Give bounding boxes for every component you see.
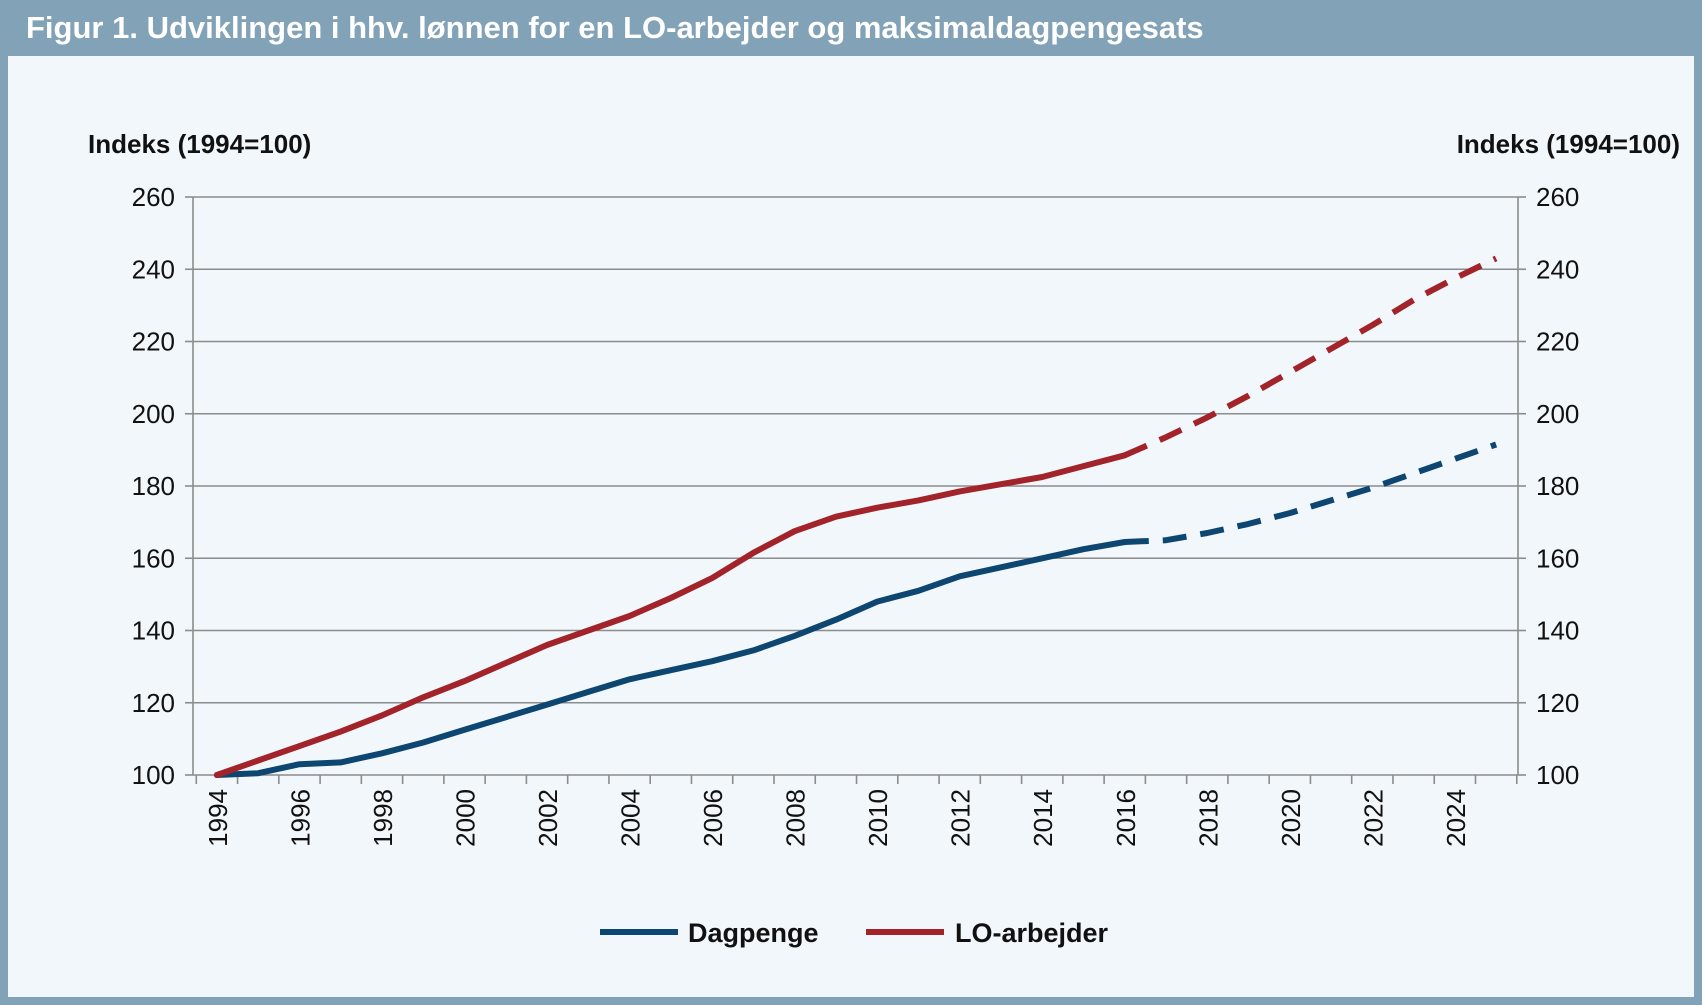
y-tick-label-right: 260	[1536, 182, 1579, 212]
x-tick-label: 1994	[203, 789, 233, 847]
y-tick-label-right: 140	[1536, 616, 1579, 646]
y-tick-label-right: 200	[1536, 399, 1579, 429]
series-line-lo-arbejder-forecast	[1123, 255, 1498, 459]
y-tick-label-right: 180	[1536, 471, 1579, 501]
x-tick-label: 2010	[863, 789, 893, 847]
y-tick-label-right: 160	[1536, 543, 1579, 573]
y-tick-label-right: 240	[1536, 254, 1579, 284]
x-tick-label: 2022	[1358, 789, 1388, 847]
x-tick-label: 2018	[1193, 789, 1223, 847]
axes	[185, 196, 1526, 784]
y-tick-label-right: 220	[1536, 327, 1579, 357]
x-tick-label: 2002	[533, 789, 563, 847]
y-tick-label-left: 220	[132, 327, 175, 357]
series-lines	[213, 255, 1498, 778]
y-tick-label-left: 160	[132, 543, 175, 573]
series-line-dagpenge-actual	[213, 539, 1128, 778]
x-tick-label: 2006	[698, 789, 728, 847]
x-tick-label: 1998	[368, 789, 398, 847]
y-tick-label-left: 240	[132, 254, 175, 284]
series-line-lo-arbejder-actual	[213, 452, 1128, 778]
x-tick-label: 2014	[1028, 789, 1058, 847]
y-tick-label-right: 120	[1536, 688, 1579, 718]
legend: Dagpenge LO-arbejder	[600, 918, 1109, 948]
y-tick-label-left: 200	[132, 399, 175, 429]
y-tick-label-right: 100	[1536, 760, 1579, 790]
y-tick-label-left: 120	[132, 688, 175, 718]
y-axis-title-left: Indeks (1994=100)	[88, 129, 311, 159]
x-tick-label: 2000	[451, 789, 481, 847]
x-tick-label: 2012	[946, 789, 976, 847]
x-tick-label: 2024	[1441, 789, 1471, 847]
y-tick-label-left: 180	[132, 471, 175, 501]
gridlines	[193, 196, 1518, 704]
x-tick-label: 2016	[1111, 789, 1141, 847]
y-axis-title-right: Indeks (1994=100)	[1457, 129, 1680, 159]
series-line-dagpenge-forecast	[1124, 441, 1498, 545]
y-tick-label-left: 100	[132, 760, 175, 790]
legend-label-dagpenge: Dagpenge	[688, 918, 819, 948]
y-tick-label-left: 140	[132, 616, 175, 646]
x-tick-label: 2020	[1276, 789, 1306, 847]
x-tick-label: 1996	[285, 789, 315, 847]
x-tick-label: 2008	[781, 789, 811, 847]
figure-title: Figur 1. Udviklingen i hhv. lønnen for e…	[0, 0, 1702, 56]
legend-label-lo-arbejder: LO-arbejder	[955, 918, 1109, 948]
x-tick-label: 2004	[616, 789, 646, 847]
y-tick-label-left: 260	[132, 182, 175, 212]
